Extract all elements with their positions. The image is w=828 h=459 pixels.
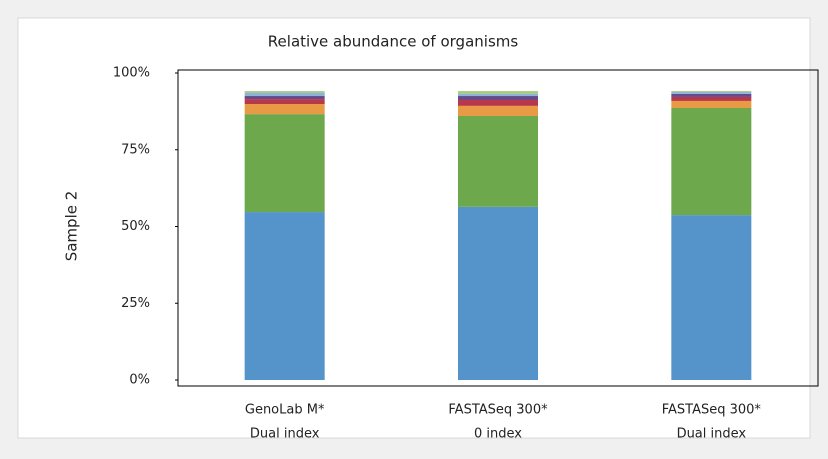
bar-segment	[244, 96, 325, 100]
y-axis-label: Sample 2	[63, 191, 81, 262]
y-tick-label: 100%	[113, 66, 150, 81]
bar-segment	[458, 100, 538, 106]
x-tick-label: FASTASeq 300*	[448, 403, 548, 418]
x-tick-label: 0 index	[474, 427, 522, 442]
bar-segment	[458, 105, 538, 116]
plot-frame	[177, 69, 819, 387]
bar-segment	[671, 91, 752, 93]
bar-segment	[671, 215, 752, 380]
y-tick-label: 75%	[121, 142, 150, 157]
bar-segment	[671, 96, 752, 101]
bar-segment	[458, 93, 538, 97]
bar-segment	[244, 91, 325, 93]
chart-title: Relative abundance of organisms	[268, 33, 519, 51]
x-tick-label: GenoLab M*	[245, 403, 325, 418]
bar-segment	[671, 100, 752, 108]
bar-segment	[244, 104, 325, 115]
bar-segment	[244, 92, 325, 97]
bar-segment	[244, 212, 325, 380]
bar-segment	[458, 96, 538, 101]
bar-segment	[458, 115, 538, 207]
bar-segment	[458, 206, 538, 380]
x-tick-label: Dual index	[250, 427, 320, 442]
bar-segment	[458, 91, 538, 94]
y-tick-label: 50%	[121, 219, 150, 234]
bar-segment	[244, 114, 325, 213]
bar-segment	[244, 99, 325, 105]
bar-segment	[671, 92, 752, 94]
x-tick-label: FASTASeq 300*	[662, 403, 762, 418]
bar-segment	[671, 107, 752, 216]
x-tick-label: Dual index	[677, 427, 747, 442]
y-tick-label: 25%	[121, 296, 150, 311]
bar-segment	[671, 93, 752, 97]
y-tick-label: 0%	[129, 373, 150, 388]
